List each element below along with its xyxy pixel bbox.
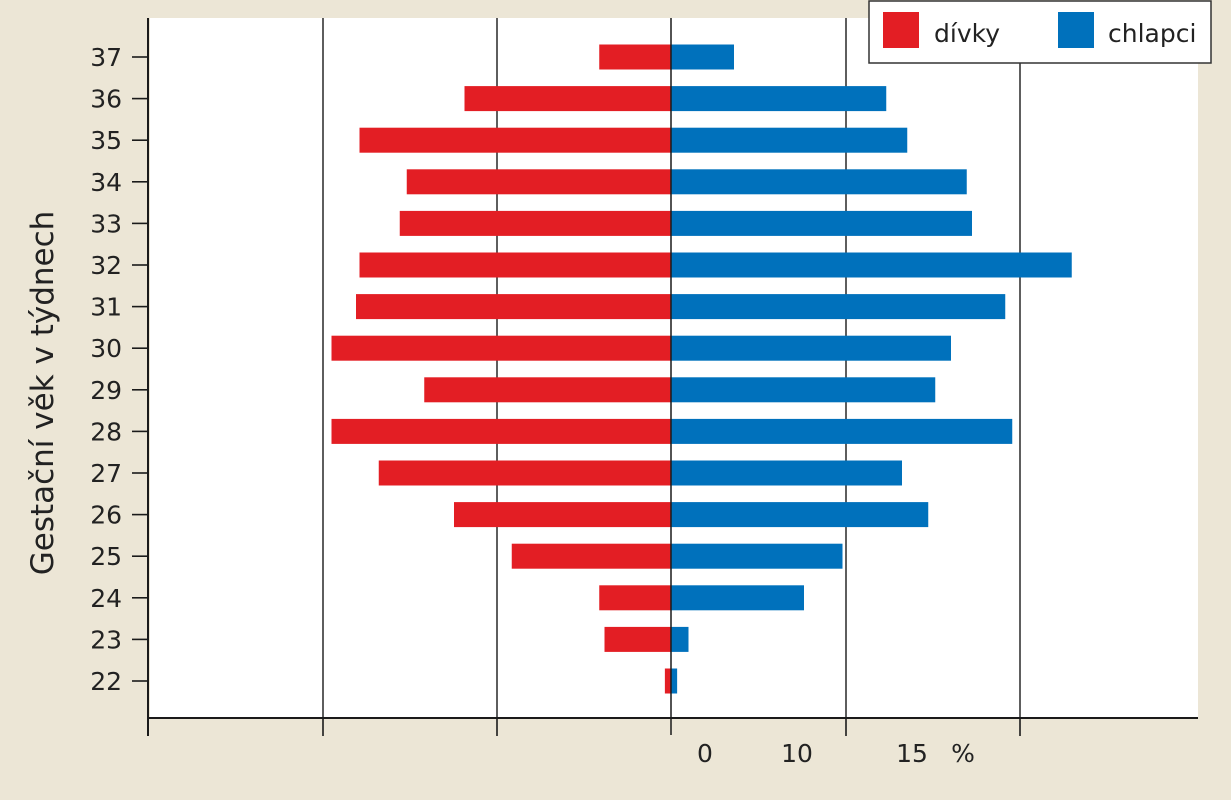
y-tick-label-26: 26 bbox=[90, 501, 122, 530]
bar-girls-28 bbox=[331, 418, 671, 444]
bar-girls-26 bbox=[454, 502, 671, 528]
y-tick-label-22: 22 bbox=[90, 667, 122, 696]
bar-girls-34 bbox=[406, 169, 671, 195]
legend-swatch-girls bbox=[883, 12, 919, 48]
bar-boys-36 bbox=[671, 86, 887, 112]
x-tick-label-0: 0 bbox=[697, 739, 713, 768]
y-tick-label-36: 36 bbox=[90, 85, 122, 114]
bar-boys-27 bbox=[671, 460, 902, 486]
bar-boys-24 bbox=[671, 585, 804, 611]
bar-boys-37 bbox=[671, 44, 734, 70]
y-tick-label-32: 32 bbox=[90, 251, 122, 280]
bar-girls-27 bbox=[378, 460, 671, 486]
y-tick-label-31: 31 bbox=[90, 293, 122, 322]
y-tick-label-30: 30 bbox=[90, 334, 122, 363]
x-tick-label-1: 10 bbox=[781, 739, 813, 768]
x-tick-labels: 0 10 15% bbox=[697, 739, 975, 768]
y-tick-label-23: 23 bbox=[90, 625, 122, 654]
bar-girls-32 bbox=[359, 252, 671, 278]
bar-girls-23 bbox=[604, 626, 671, 652]
legend-label-girls: dívky bbox=[934, 19, 1000, 48]
y-tick-label-33: 33 bbox=[90, 209, 122, 238]
bar-boys-23 bbox=[671, 626, 689, 652]
x-tick-label-3: % bbox=[951, 739, 975, 768]
plot-area bbox=[150, 18, 1198, 718]
y-tick-label-27: 27 bbox=[90, 459, 122, 488]
legend-swatch-boys bbox=[1058, 12, 1094, 48]
bar-boys-32 bbox=[671, 252, 1072, 278]
y-axis-title: Gestační věk v týdnech bbox=[25, 211, 61, 576]
x-tick-label-2: 15 bbox=[896, 739, 928, 768]
y-tick-label-25: 25 bbox=[90, 542, 122, 571]
bar-boys-30 bbox=[671, 335, 951, 361]
y-tick-label-28: 28 bbox=[90, 417, 122, 446]
bars bbox=[331, 44, 1072, 694]
bar-girls-22 bbox=[664, 668, 671, 694]
y-tick-labels: 22 23 24 25 26 27 28 29 30 31 32 33 34 35 36 37 bbox=[90, 43, 148, 696]
bar-girls-30 bbox=[331, 335, 671, 361]
bar-boys-33 bbox=[671, 210, 972, 236]
bar-girls-37 bbox=[599, 44, 671, 70]
y-tick-label-34: 34 bbox=[90, 168, 122, 197]
bar-boys-25 bbox=[671, 543, 843, 569]
y-tick-label-35: 35 bbox=[90, 126, 122, 155]
legend: dívky chlapci bbox=[868, 0, 1212, 64]
bar-boys-26 bbox=[671, 502, 929, 528]
legend-box bbox=[868, 0, 1212, 64]
bar-girls-33 bbox=[399, 210, 671, 236]
bar-girls-31 bbox=[356, 294, 671, 320]
bar-girls-29 bbox=[424, 377, 671, 403]
bar-boys-35 bbox=[671, 127, 908, 153]
legend-label-boys: chlapci bbox=[1108, 19, 1196, 48]
y-tick-label-24: 24 bbox=[90, 584, 122, 613]
bar-girls-25 bbox=[511, 543, 671, 569]
bar-girls-24 bbox=[599, 585, 671, 611]
bar-girls-36 bbox=[464, 86, 671, 112]
bar-boys-28 bbox=[671, 418, 1013, 444]
y-tick-label-37: 37 bbox=[90, 43, 122, 72]
bar-boys-34 bbox=[671, 169, 967, 195]
bar-boys-31 bbox=[671, 294, 1006, 320]
y-tick-label-29: 29 bbox=[90, 376, 122, 405]
bar-girls-35 bbox=[359, 127, 671, 153]
bar-boys-22 bbox=[671, 668, 678, 694]
axes bbox=[147, 18, 1198, 736]
bar-boys-29 bbox=[671, 377, 936, 403]
